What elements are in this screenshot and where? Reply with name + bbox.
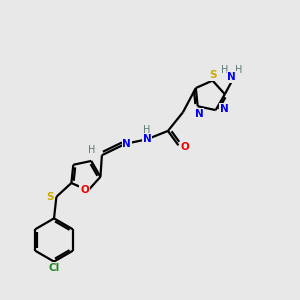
- Text: H: H: [221, 65, 229, 75]
- Text: H: H: [143, 125, 151, 135]
- Text: S: S: [209, 70, 216, 80]
- Text: N: N: [220, 103, 228, 114]
- Text: O: O: [80, 185, 89, 196]
- Text: N: N: [142, 134, 151, 144]
- Text: N: N: [122, 139, 131, 149]
- Text: N: N: [227, 72, 236, 82]
- Text: S: S: [46, 192, 54, 202]
- Text: N: N: [195, 109, 204, 119]
- Text: H: H: [88, 145, 95, 155]
- Text: Cl: Cl: [48, 263, 60, 273]
- Text: H: H: [235, 65, 242, 75]
- Text: O: O: [181, 142, 189, 152]
